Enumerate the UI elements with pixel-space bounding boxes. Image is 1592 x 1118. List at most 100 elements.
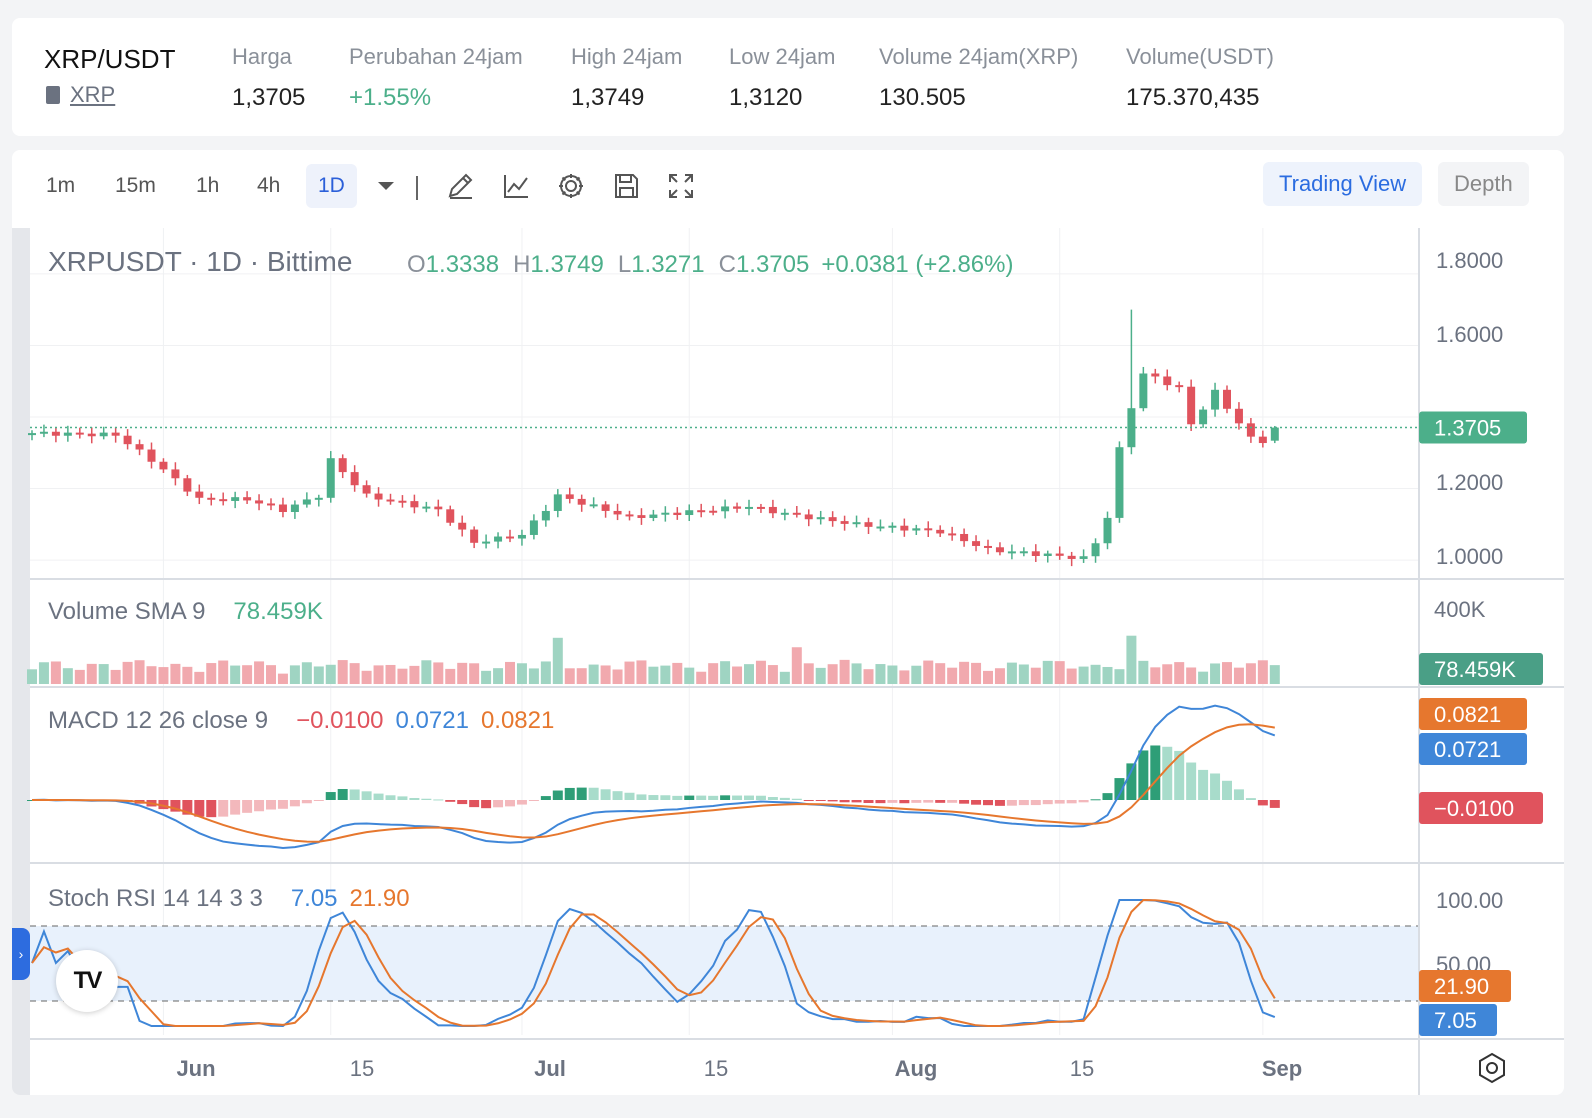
macd-bar	[971, 800, 982, 805]
macd-bar	[230, 800, 241, 815]
candle-body	[446, 509, 455, 523]
base-asset-link[interactable]: XRP	[46, 82, 116, 108]
macd-bar	[994, 800, 1005, 806]
candle-body	[99, 432, 108, 437]
candle-body	[159, 461, 168, 470]
candle-body	[255, 500, 264, 504]
stat-value: 175.370,435	[1126, 84, 1260, 111]
reset-scale-button[interactable]	[1479, 1052, 1505, 1084]
timeframe-dropdown[interactable]	[364, 164, 408, 208]
view-trading-view[interactable]: Trading View	[1263, 162, 1423, 206]
macd-bar	[935, 800, 946, 803]
base-asset-label[interactable]: XRP	[70, 82, 116, 107]
indicators-button[interactable]	[494, 164, 538, 208]
stat-price: Harga 1,3705	[232, 44, 305, 112]
volume-bar	[994, 668, 1005, 684]
macd-bar	[624, 792, 635, 800]
volume-bar	[1245, 663, 1256, 684]
settings-button[interactable]	[549, 164, 593, 208]
save-layout-button[interactable]	[604, 164, 648, 208]
volume-bar	[720, 661, 731, 684]
candle-body	[1055, 553, 1064, 556]
chart-interval: 1D	[206, 246, 242, 277]
candle-body	[1211, 389, 1220, 410]
macd-histogram	[27, 745, 1280, 818]
candle-body	[661, 512, 670, 515]
volume-bar	[50, 661, 61, 684]
stat-value: 1,3705	[232, 84, 306, 111]
volume-bar	[636, 660, 647, 684]
expand-drawer-button[interactable]: ›	[12, 928, 30, 980]
volume-bar	[899, 670, 910, 684]
timeframe-1m[interactable]: 1m	[46, 174, 76, 197]
volume-bar	[110, 669, 121, 684]
volume-sma-value: 78.459K	[233, 598, 322, 625]
macd-bar	[827, 800, 838, 802]
macd-bar	[612, 791, 623, 800]
volume-bar	[947, 667, 958, 684]
macd-bar	[779, 797, 790, 800]
candle-body	[219, 499, 228, 502]
price-badge: 1.3705	[1419, 411, 1527, 444]
candle-body	[792, 512, 801, 515]
candle-body	[494, 536, 503, 542]
view-depth[interactable]: Depth	[1438, 162, 1529, 206]
stat-value: +1.55%	[349, 84, 432, 111]
volume-bar	[469, 663, 480, 684]
volume-bar	[923, 660, 934, 684]
volume-bar	[1030, 667, 1041, 684]
volume-badge: 78.459K	[1419, 653, 1543, 685]
price-axis[interactable]: 1.8000 1.6000 1.2000 1.0000	[1436, 248, 1503, 569]
candle-body	[1115, 447, 1124, 518]
stoch-d-line	[31, 898, 1276, 1027]
candle-body	[422, 506, 431, 509]
macd-bar	[1006, 800, 1017, 806]
time-axis[interactable]: Jun 15 Jul 15 Aug 15 Sep	[176, 1056, 1302, 1081]
candle-body	[625, 514, 634, 517]
volume-bar	[254, 661, 265, 684]
volume-bar	[397, 668, 408, 684]
stoch-label: Stoch RSI 14 14 3 3	[48, 885, 263, 912]
chart-canvas[interactable]: XRPUSDT · 1D · Bittime O1.3338 H1.3749 L1.…	[12, 228, 1564, 1095]
macd-bar	[289, 800, 300, 807]
timeframe-4h[interactable]: 4h	[257, 174, 281, 197]
macd-bar	[1030, 800, 1041, 806]
volume-bar	[576, 668, 587, 684]
candle-body	[852, 522, 861, 525]
time-tick: Jun	[176, 1056, 215, 1081]
candle-body	[506, 536, 514, 539]
volume-bar	[815, 667, 826, 684]
macd-bar	[564, 787, 575, 800]
macd-bar	[1018, 800, 1029, 806]
macd-bar	[839, 800, 850, 803]
volume-bar	[875, 664, 886, 684]
volume-bar	[242, 665, 253, 684]
volume-bar	[1162, 664, 1173, 684]
stoch-d-badge-text: 21.90	[1434, 974, 1489, 999]
fullscreen-button[interactable]	[659, 164, 703, 208]
chart-toolbar: 1m 15m 1h 4h 1D Trading View Depth	[12, 150, 1564, 228]
volume-bar	[1126, 635, 1137, 684]
macd-bar	[791, 798, 802, 800]
volume-bar	[648, 666, 659, 684]
volume-bar	[146, 666, 157, 684]
timeframe-1d[interactable]: 1D	[306, 164, 357, 208]
drawing-tool-button[interactable]	[438, 164, 482, 208]
volume-bar	[708, 663, 719, 684]
ohlc-l-label: L	[618, 251, 631, 278]
candle-body	[780, 512, 789, 515]
volume-bar	[1138, 660, 1149, 684]
candle-body	[649, 514, 658, 518]
price-tick: 1.2000	[1436, 470, 1503, 495]
macd-bar	[385, 795, 396, 800]
macd-bar	[313, 800, 324, 801]
timeframe-1h[interactable]: 1h	[196, 174, 220, 197]
candle-body	[278, 504, 287, 513]
timeframe-15m[interactable]: 15m	[115, 174, 156, 197]
macd-bar	[600, 789, 611, 800]
save-icon	[615, 174, 638, 198]
macd-bar	[576, 787, 587, 800]
volume-bar	[433, 662, 444, 684]
macd-bar	[266, 800, 276, 810]
ohlc-close: 1.3705	[736, 251, 809, 278]
